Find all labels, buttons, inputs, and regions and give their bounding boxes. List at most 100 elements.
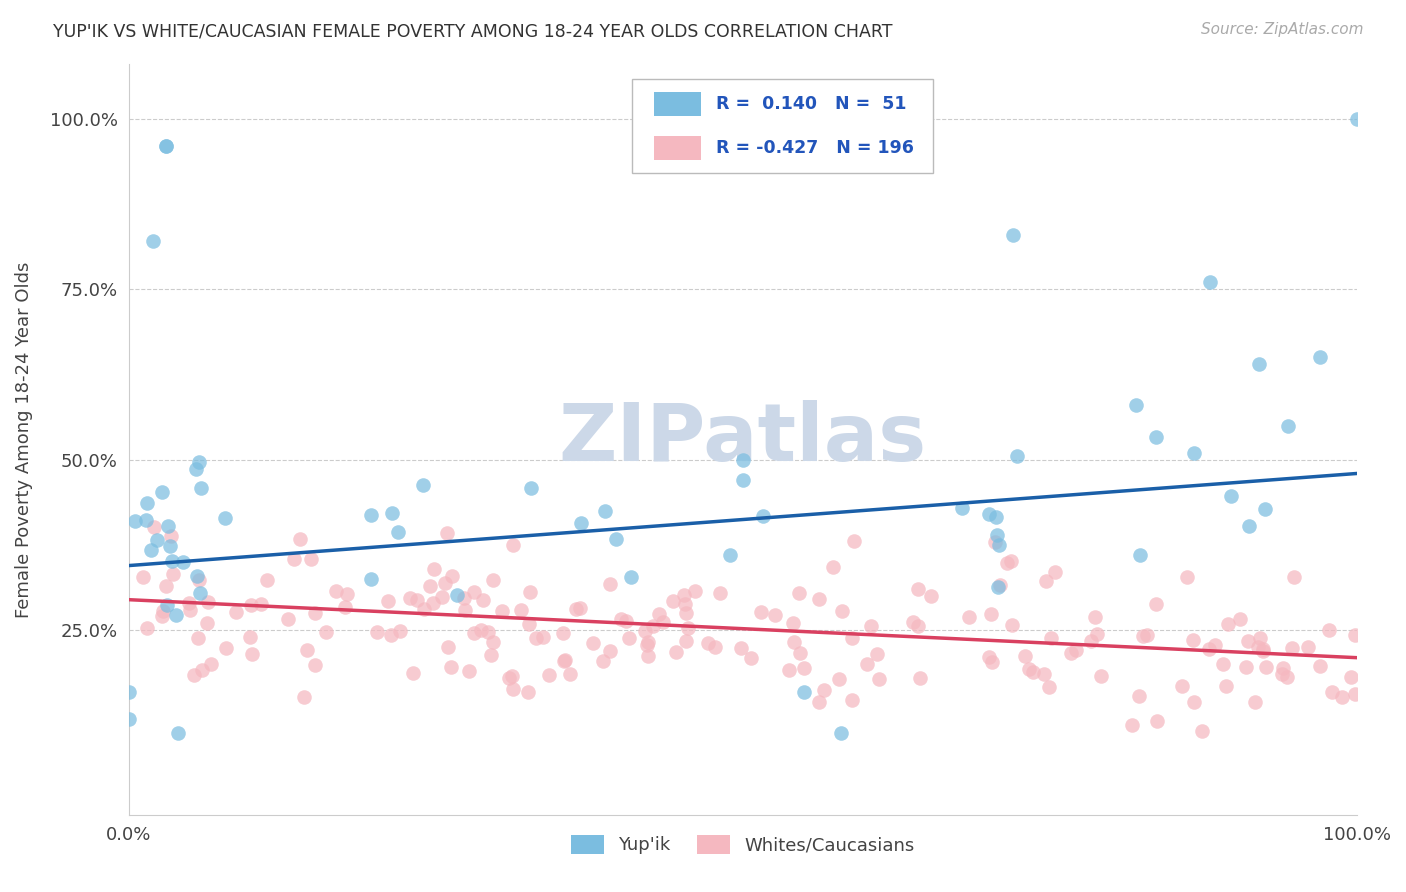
Point <box>1128 689 1150 703</box>
Point <box>981 655 1004 669</box>
Point <box>389 624 412 638</box>
Point <box>491 604 513 618</box>
Point <box>676 621 699 635</box>
Point <box>1215 679 1237 693</box>
Point <box>1272 661 1295 675</box>
Point <box>498 671 520 685</box>
Point <box>470 624 492 638</box>
Point <box>139 543 162 558</box>
Point <box>1244 695 1267 709</box>
Point <box>1254 501 1277 516</box>
Point <box>908 672 931 686</box>
Point <box>1249 631 1271 645</box>
Point <box>333 600 356 615</box>
Point <box>191 663 214 677</box>
Point <box>783 635 806 649</box>
Point <box>434 575 457 590</box>
Point <box>637 634 659 648</box>
Point <box>1090 669 1112 683</box>
Point <box>436 640 458 654</box>
Point <box>1237 519 1260 533</box>
Point <box>1125 398 1147 412</box>
Point <box>1234 660 1257 674</box>
Point <box>422 596 444 610</box>
Point <box>526 631 548 645</box>
Point <box>1035 574 1057 588</box>
Point <box>481 573 503 587</box>
Point <box>439 660 461 674</box>
Point <box>160 529 183 543</box>
Point <box>1251 644 1274 658</box>
Point <box>135 621 157 635</box>
Point <box>1171 679 1194 693</box>
Point <box>1198 642 1220 657</box>
Point <box>446 588 468 602</box>
Point <box>984 535 1007 549</box>
Point <box>1198 276 1220 290</box>
Point <box>1309 659 1331 673</box>
Point <box>516 685 538 699</box>
Point <box>172 555 194 569</box>
FancyBboxPatch shape <box>633 79 934 173</box>
Point <box>1340 670 1362 684</box>
Point <box>200 657 222 671</box>
Point <box>685 583 707 598</box>
Point <box>240 598 263 612</box>
Point <box>752 509 775 524</box>
Point <box>641 619 664 633</box>
Point <box>155 139 177 153</box>
Point <box>277 612 299 626</box>
Point <box>673 588 696 602</box>
Point <box>920 589 942 603</box>
Point <box>190 481 212 495</box>
Point <box>599 644 621 658</box>
Point <box>749 606 772 620</box>
Point <box>124 514 146 528</box>
Point <box>481 635 503 649</box>
Point <box>288 532 311 546</box>
Point <box>453 603 475 617</box>
Point <box>195 616 218 631</box>
Point <box>197 595 219 609</box>
Point <box>453 591 475 605</box>
Point <box>637 648 659 663</box>
Point <box>957 610 980 624</box>
Point <box>696 636 718 650</box>
Point <box>336 587 359 601</box>
Point <box>551 626 574 640</box>
Bar <box>654 136 702 160</box>
Point <box>793 661 815 675</box>
Point <box>565 602 588 616</box>
Point <box>813 682 835 697</box>
Point <box>520 481 543 495</box>
Point <box>510 603 533 617</box>
Point <box>160 554 183 568</box>
Point <box>1085 627 1108 641</box>
Point <box>662 593 685 607</box>
Point <box>665 645 688 659</box>
Text: R =  0.140   N =  51: R = 0.140 N = 51 <box>716 95 907 113</box>
Point <box>675 606 697 620</box>
Point <box>1175 570 1198 584</box>
Point <box>477 624 499 639</box>
Point <box>412 478 434 492</box>
Point <box>558 666 581 681</box>
Point <box>256 573 278 587</box>
Point <box>841 632 863 646</box>
Point <box>187 632 209 646</box>
Point <box>763 607 786 622</box>
Point <box>1033 667 1056 681</box>
Point <box>1135 628 1157 642</box>
Point <box>366 625 388 640</box>
Y-axis label: Female Poverty Among 18-24 Year Olds: Female Poverty Among 18-24 Year Olds <box>15 261 32 617</box>
Point <box>215 640 238 655</box>
Point <box>986 528 1008 542</box>
Point <box>423 562 446 576</box>
Point <box>155 139 177 153</box>
Point <box>240 647 263 661</box>
Point <box>1000 554 1022 568</box>
Point <box>553 654 575 668</box>
Point <box>155 578 177 592</box>
Point <box>179 603 201 617</box>
Point <box>1001 617 1024 632</box>
